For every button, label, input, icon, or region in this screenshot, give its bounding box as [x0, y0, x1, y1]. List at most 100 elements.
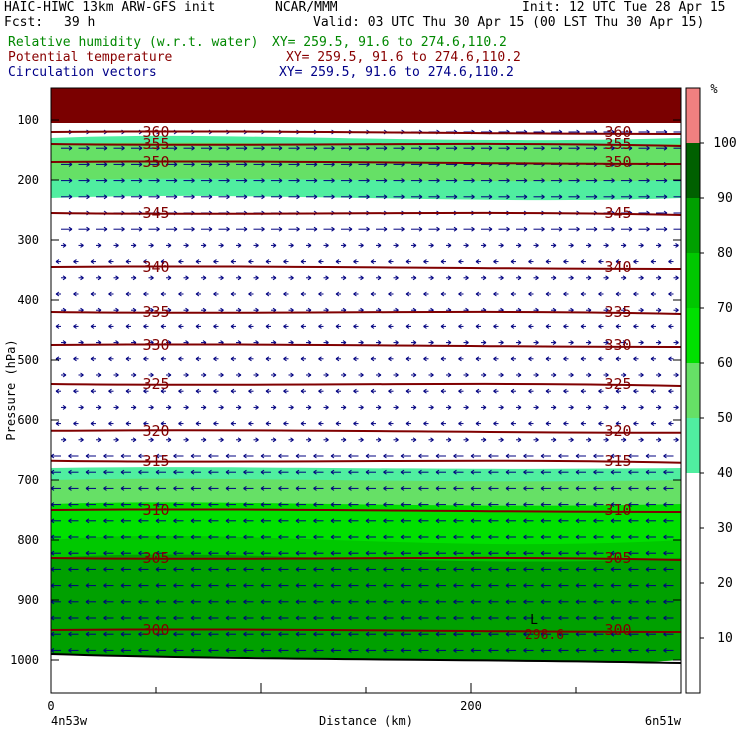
vector-head: [646, 145, 650, 151]
vector-head: [103, 502, 107, 508]
vector-head: [575, 566, 580, 572]
top-band: [51, 88, 681, 123]
vector-head: [330, 647, 335, 653]
vector-head: [55, 388, 60, 394]
theta-label: 335: [142, 303, 169, 321]
vector-head: [598, 421, 602, 427]
vector-head: [465, 404, 469, 410]
vector-head: [506, 145, 510, 151]
vector-head: [453, 469, 457, 475]
y-tick-label: 800: [17, 533, 39, 547]
vector-head: [208, 194, 213, 200]
vector-head: [657, 242, 662, 248]
vector-head: [523, 550, 527, 556]
vector-head: [173, 485, 177, 491]
vector-head: [540, 566, 545, 572]
vector-head: [230, 323, 235, 329]
vector-head: [640, 275, 644, 281]
vector-head: [395, 437, 399, 443]
vector-head: [90, 259, 95, 265]
theta-label: 300: [604, 621, 631, 639]
vector-head: [488, 485, 492, 491]
vector-head: [278, 566, 282, 572]
init-time: Init: 12 UTC Tue 28 Apr 15: [522, 0, 726, 15]
vector-head: [295, 583, 300, 589]
vector-head: [657, 437, 662, 443]
vector-head: [558, 534, 562, 540]
vector-head: [598, 356, 602, 362]
vector-head: [453, 566, 457, 572]
vector-head: [628, 599, 632, 605]
vector-head: [278, 631, 282, 637]
vector-head: [335, 291, 340, 297]
vector-head: [663, 583, 667, 589]
vector-head: [331, 226, 335, 232]
vector-head: [418, 615, 422, 621]
vector-head: [465, 275, 469, 281]
low-marker: L: [530, 613, 538, 628]
colorbar-swatch: [686, 418, 700, 473]
vector-head: [388, 421, 392, 427]
fcst-value: 39 h: [64, 15, 96, 30]
vector-head: [260, 599, 265, 605]
vector-head: [610, 550, 615, 556]
vector-head: [86, 178, 90, 184]
vector-head: [243, 647, 247, 653]
vector-head: [191, 178, 195, 184]
vector-head: [545, 291, 550, 297]
vector-head: [295, 550, 300, 556]
vector-head: [645, 583, 650, 589]
vector-head: [202, 372, 207, 378]
vector-head: [622, 242, 627, 248]
y-tick-label: 900: [17, 593, 39, 607]
vector-head: [552, 275, 557, 281]
vector-head: [260, 631, 265, 637]
vector-head: [348, 485, 352, 491]
vector-head: [243, 599, 247, 605]
vector-head: [68, 550, 72, 556]
vector-head: [370, 356, 375, 362]
vector-head: [190, 599, 195, 605]
vector-head: [423, 291, 427, 297]
vector-head: [663, 599, 667, 605]
vector-head: [260, 566, 265, 572]
vector-head: [155, 502, 160, 508]
vector-head: [365, 485, 370, 491]
vector-head: [482, 404, 487, 410]
vector-head: [190, 566, 195, 572]
vector-head: [593, 534, 597, 540]
rh-region-90: [51, 554, 681, 664]
vector-head: [138, 534, 142, 540]
x-end-location: 6n51w: [645, 714, 682, 728]
colorbar-swatch: [686, 363, 700, 418]
theta-label: 340: [604, 258, 631, 276]
vector-head: [610, 453, 615, 459]
vector-head: [213, 323, 217, 329]
theta-label: 320: [604, 422, 631, 440]
vector-head: [400, 566, 405, 572]
vector-head: [633, 291, 637, 297]
vector-head: [325, 404, 329, 410]
vector-head: [156, 178, 160, 184]
vector-head: [435, 566, 440, 572]
x-axis-label: Distance (km): [319, 714, 413, 728]
vector-head: [552, 372, 557, 378]
vector-head: [330, 534, 335, 540]
vector-head: [605, 437, 609, 443]
vector-head: [370, 388, 375, 394]
vector-head: [80, 404, 84, 410]
vector-head: [173, 647, 177, 653]
vector-head: [493, 421, 497, 427]
vector-head: [401, 178, 405, 184]
vector-head: [523, 518, 527, 524]
vector-head: [400, 534, 405, 540]
vector-head: [85, 485, 90, 491]
vector-head: [155, 518, 160, 524]
vector-head: [528, 356, 532, 362]
vector-head: [610, 583, 615, 589]
vector-head: [663, 534, 667, 540]
vector-head: [360, 437, 364, 443]
field-theta: Potential temperature: [8, 50, 173, 65]
vector-head: [598, 259, 602, 265]
